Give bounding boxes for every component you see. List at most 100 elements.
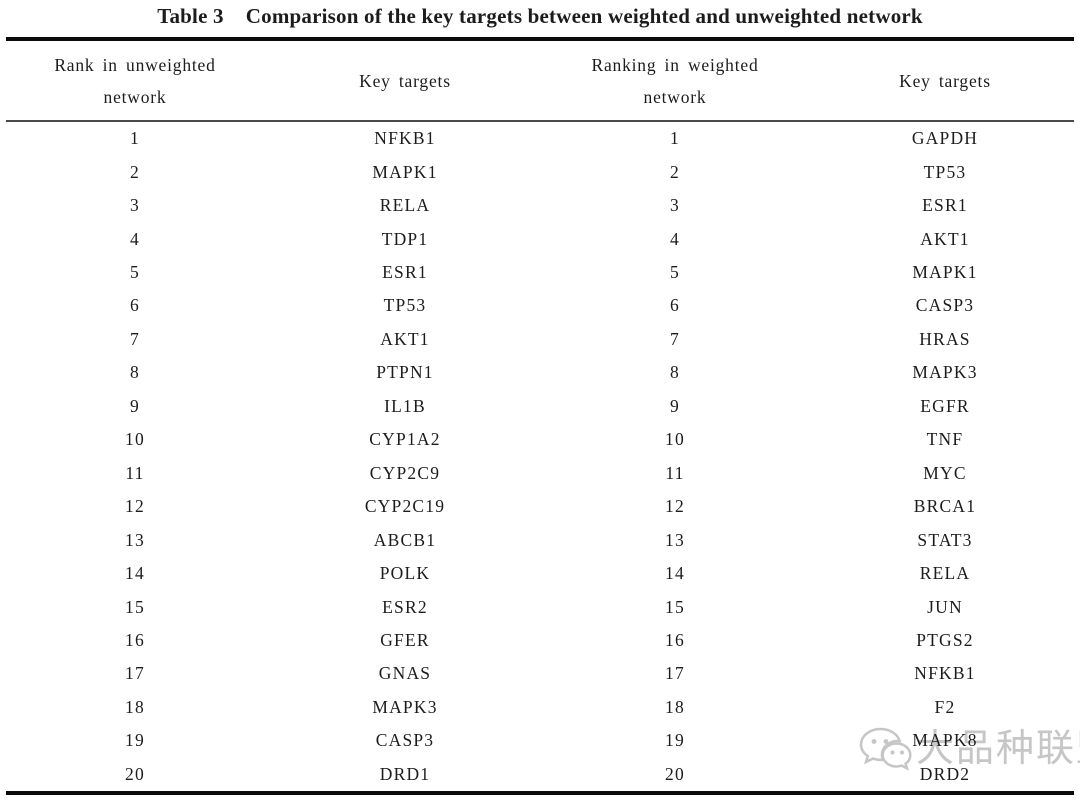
cell-target-unweighted: DRD1 — [379, 763, 431, 784]
cell-target-unweighted: NFKB1 — [374, 128, 436, 149]
cell-target-unweighted: GNAS — [378, 663, 432, 684]
cell-rank-weighted: 2 — [670, 161, 680, 182]
cell-rank-unweighted: 18 — [125, 696, 145, 717]
cell-target-weighted: MAPK1 — [912, 262, 978, 283]
cell-target-unweighted: PTPN1 — [376, 362, 434, 383]
watermark: 大品种联盟 — [858, 726, 1080, 772]
cell-rank-unweighted: 5 — [130, 262, 140, 283]
cell-rank-unweighted: 12 — [125, 496, 145, 517]
table-row: 19 CASP3 19 MAPK8 — [0, 724, 1080, 757]
cell-target-weighted: MAPK3 — [912, 362, 978, 383]
cell-rank-unweighted: 10 — [125, 429, 145, 450]
table-row: 16 GFER 16 PTGS2 — [0, 624, 1080, 657]
table-row: 12 CYP2C19 12 BRCA1 — [0, 490, 1080, 523]
cell-target-weighted: DRD2 — [919, 763, 971, 784]
cell-target-unweighted: RELA — [379, 195, 431, 216]
cell-target-unweighted: CYP2C19 — [364, 496, 446, 517]
table-row: 13 ABCB1 13 STAT3 — [0, 523, 1080, 556]
cell-rank-unweighted: 13 — [125, 529, 145, 550]
cell-rank-unweighted: 9 — [130, 395, 140, 416]
cell-rank-unweighted: 2 — [130, 161, 140, 182]
table-caption: Comparison of the key targets between we… — [245, 4, 923, 28]
table-row: 3 RELA 3 ESR1 — [0, 189, 1080, 222]
cell-rank-weighted: 8 — [670, 362, 680, 383]
cell-rank-unweighted: 19 — [125, 730, 145, 751]
header-key-targets-weighted: Key targets — [899, 71, 991, 91]
cell-target-weighted: HRAS — [919, 328, 971, 349]
cell-rank-weighted: 12 — [665, 496, 685, 517]
cell-target-unweighted: CASP3 — [375, 730, 435, 751]
cell-rank-weighted: 6 — [670, 295, 680, 316]
cell-rank-unweighted: 15 — [125, 596, 145, 617]
cell-target-unweighted: AKT1 — [380, 328, 430, 349]
table-row: 1 NFKB1 1 GAPDH — [0, 122, 1080, 155]
cell-rank-weighted: 19 — [665, 730, 685, 751]
cell-target-weighted: NFKB1 — [914, 663, 976, 684]
bottom-rule — [6, 791, 1074, 795]
wechat-icon — [858, 726, 912, 772]
top-rule — [6, 37, 1074, 41]
cell-rank-weighted: 16 — [665, 630, 685, 651]
table-row: 14 POLK 14 RELA — [0, 557, 1080, 590]
table-row: 5 ESR1 5 MAPK1 — [0, 256, 1080, 289]
table-row: 11 CYP2C9 11 MYC — [0, 457, 1080, 490]
cell-target-unweighted: GFER — [380, 630, 430, 651]
table-row: 18 MAPK3 18 F2 — [0, 691, 1080, 724]
cell-rank-weighted: 1 — [670, 128, 680, 149]
cell-target-weighted: TNF — [926, 429, 964, 450]
cell-rank-unweighted: 16 — [125, 630, 145, 651]
cell-rank-weighted: 4 — [670, 228, 680, 249]
cell-target-unweighted: ABCB1 — [373, 529, 437, 550]
cell-rank-unweighted: 8 — [130, 362, 140, 383]
cell-target-unweighted: TDP1 — [381, 228, 429, 249]
cell-target-unweighted: POLK — [379, 563, 431, 584]
table-row: 20 DRD1 20 DRD2 — [0, 758, 1080, 791]
cell-rank-unweighted: 14 — [125, 563, 145, 584]
cell-rank-weighted: 14 — [665, 563, 685, 584]
header-rank-weighted: Ranking in weighted network — [591, 55, 759, 107]
header-key-targets-unweighted: Key targets — [359, 71, 451, 91]
cell-target-weighted: F2 — [934, 696, 956, 717]
watermark-text: 大品种联盟 — [916, 728, 1080, 770]
cell-target-weighted: EGFR — [920, 395, 970, 416]
cell-target-unweighted: CYP2C9 — [369, 462, 441, 483]
cell-rank-weighted: 7 — [670, 328, 680, 349]
cell-target-weighted: CASP3 — [915, 295, 975, 316]
cell-target-weighted: STAT3 — [917, 529, 973, 550]
cell-target-unweighted: MAPK1 — [372, 161, 438, 182]
table-row: 15 ESR2 15 JUN — [0, 590, 1080, 623]
cell-rank-weighted: 10 — [665, 429, 685, 450]
table-row: 6 TP53 6 CASP3 — [0, 289, 1080, 322]
cell-rank-unweighted: 4 — [130, 228, 140, 249]
cell-rank-weighted: 18 — [665, 696, 685, 717]
table-row: 7 AKT1 7 HRAS — [0, 323, 1080, 356]
cell-rank-unweighted: 17 — [125, 663, 145, 684]
cell-target-weighted: BRCA1 — [913, 496, 977, 517]
cell-target-unweighted: CYP1A2 — [369, 429, 441, 450]
table-title: Table 3 Comparison of the key targets bet… — [0, 4, 1080, 29]
table-number: Table 3 — [157, 4, 224, 28]
cell-target-weighted: GAPDH — [911, 128, 979, 149]
cell-rank-weighted: 5 — [670, 262, 680, 283]
table-body: 1 NFKB1 1 GAPDH 2 MAPK1 2 TP53 3 RELA 3 … — [0, 122, 1080, 791]
cell-rank-unweighted: 20 — [125, 763, 145, 784]
cell-rank-weighted: 13 — [665, 529, 685, 550]
table-row: 17 GNAS 17 NFKB1 — [0, 657, 1080, 690]
cell-rank-weighted: 15 — [665, 596, 685, 617]
cell-rank-weighted: 20 — [665, 763, 685, 784]
cell-target-unweighted: MAPK3 — [372, 696, 438, 717]
cell-rank-weighted: 9 — [670, 395, 680, 416]
cell-target-weighted: RELA — [919, 563, 971, 584]
cell-target-weighted: MYC — [923, 462, 967, 483]
cell-target-weighted: PTGS2 — [916, 630, 974, 651]
cell-rank-unweighted: 11 — [125, 462, 145, 483]
table-row: 8 PTPN1 8 MAPK3 — [0, 356, 1080, 389]
cell-rank-unweighted: 1 — [130, 128, 140, 149]
table-row: 4 TDP1 4 AKT1 — [0, 222, 1080, 255]
cell-target-unweighted: ESR1 — [382, 262, 428, 283]
table-header-row: Rank in unweighted network Key targets R… — [0, 43, 1080, 119]
cell-target-weighted: JUN — [927, 596, 963, 617]
cell-target-unweighted: ESR2 — [382, 596, 428, 617]
